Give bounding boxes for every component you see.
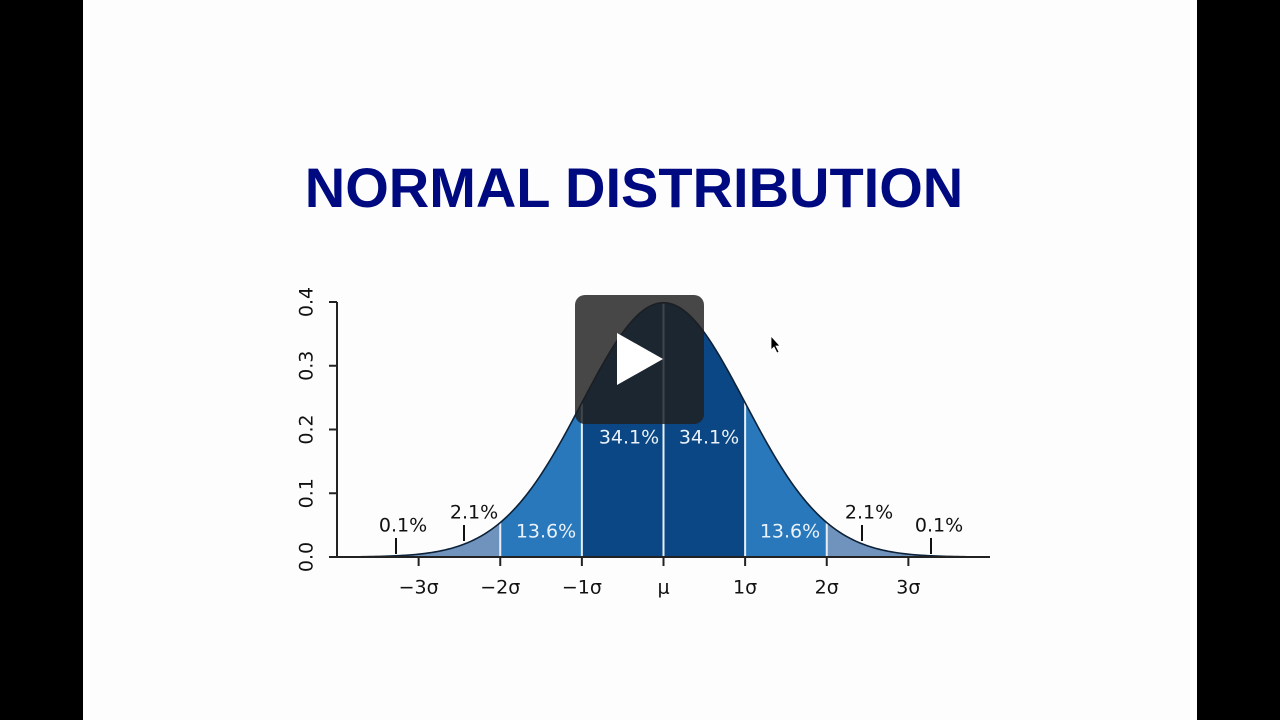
x-tick-label: −1σ [562,577,602,599]
y-tick-label: 0.4 [296,287,318,317]
y-tick-label: 0.1 [296,478,318,508]
value-label: 0.1% [915,515,963,537]
region [826,522,909,557]
chart-title: NORMAL DISTRIBUTION [305,156,964,219]
value-label: 13.6% [516,521,576,543]
y-tick-label: 0.0 [296,542,318,572]
region [418,522,501,557]
y-tick-label: 0.3 [296,351,318,381]
value-label: 13.6% [760,521,820,543]
value-label: 34.1% [599,427,659,449]
x-tick-label: 2σ [815,577,839,599]
x-tick-label: 3σ [896,577,920,599]
x-tick-label: 1σ [733,577,757,599]
x-tick-label: −2σ [480,577,520,599]
value-label: 2.1% [845,502,893,524]
x-tick-label: −3σ [399,577,439,599]
value-label: 0.1% [379,515,427,537]
y-tick-label: 0.2 [296,414,318,444]
value-label: 34.1% [679,427,739,449]
value-label: 2.1% [450,502,498,524]
play-icon[interactable] [617,333,663,385]
mouse-cursor [770,334,781,354]
x-tick-label: μ [657,577,669,599]
play-button[interactable] [575,295,704,424]
